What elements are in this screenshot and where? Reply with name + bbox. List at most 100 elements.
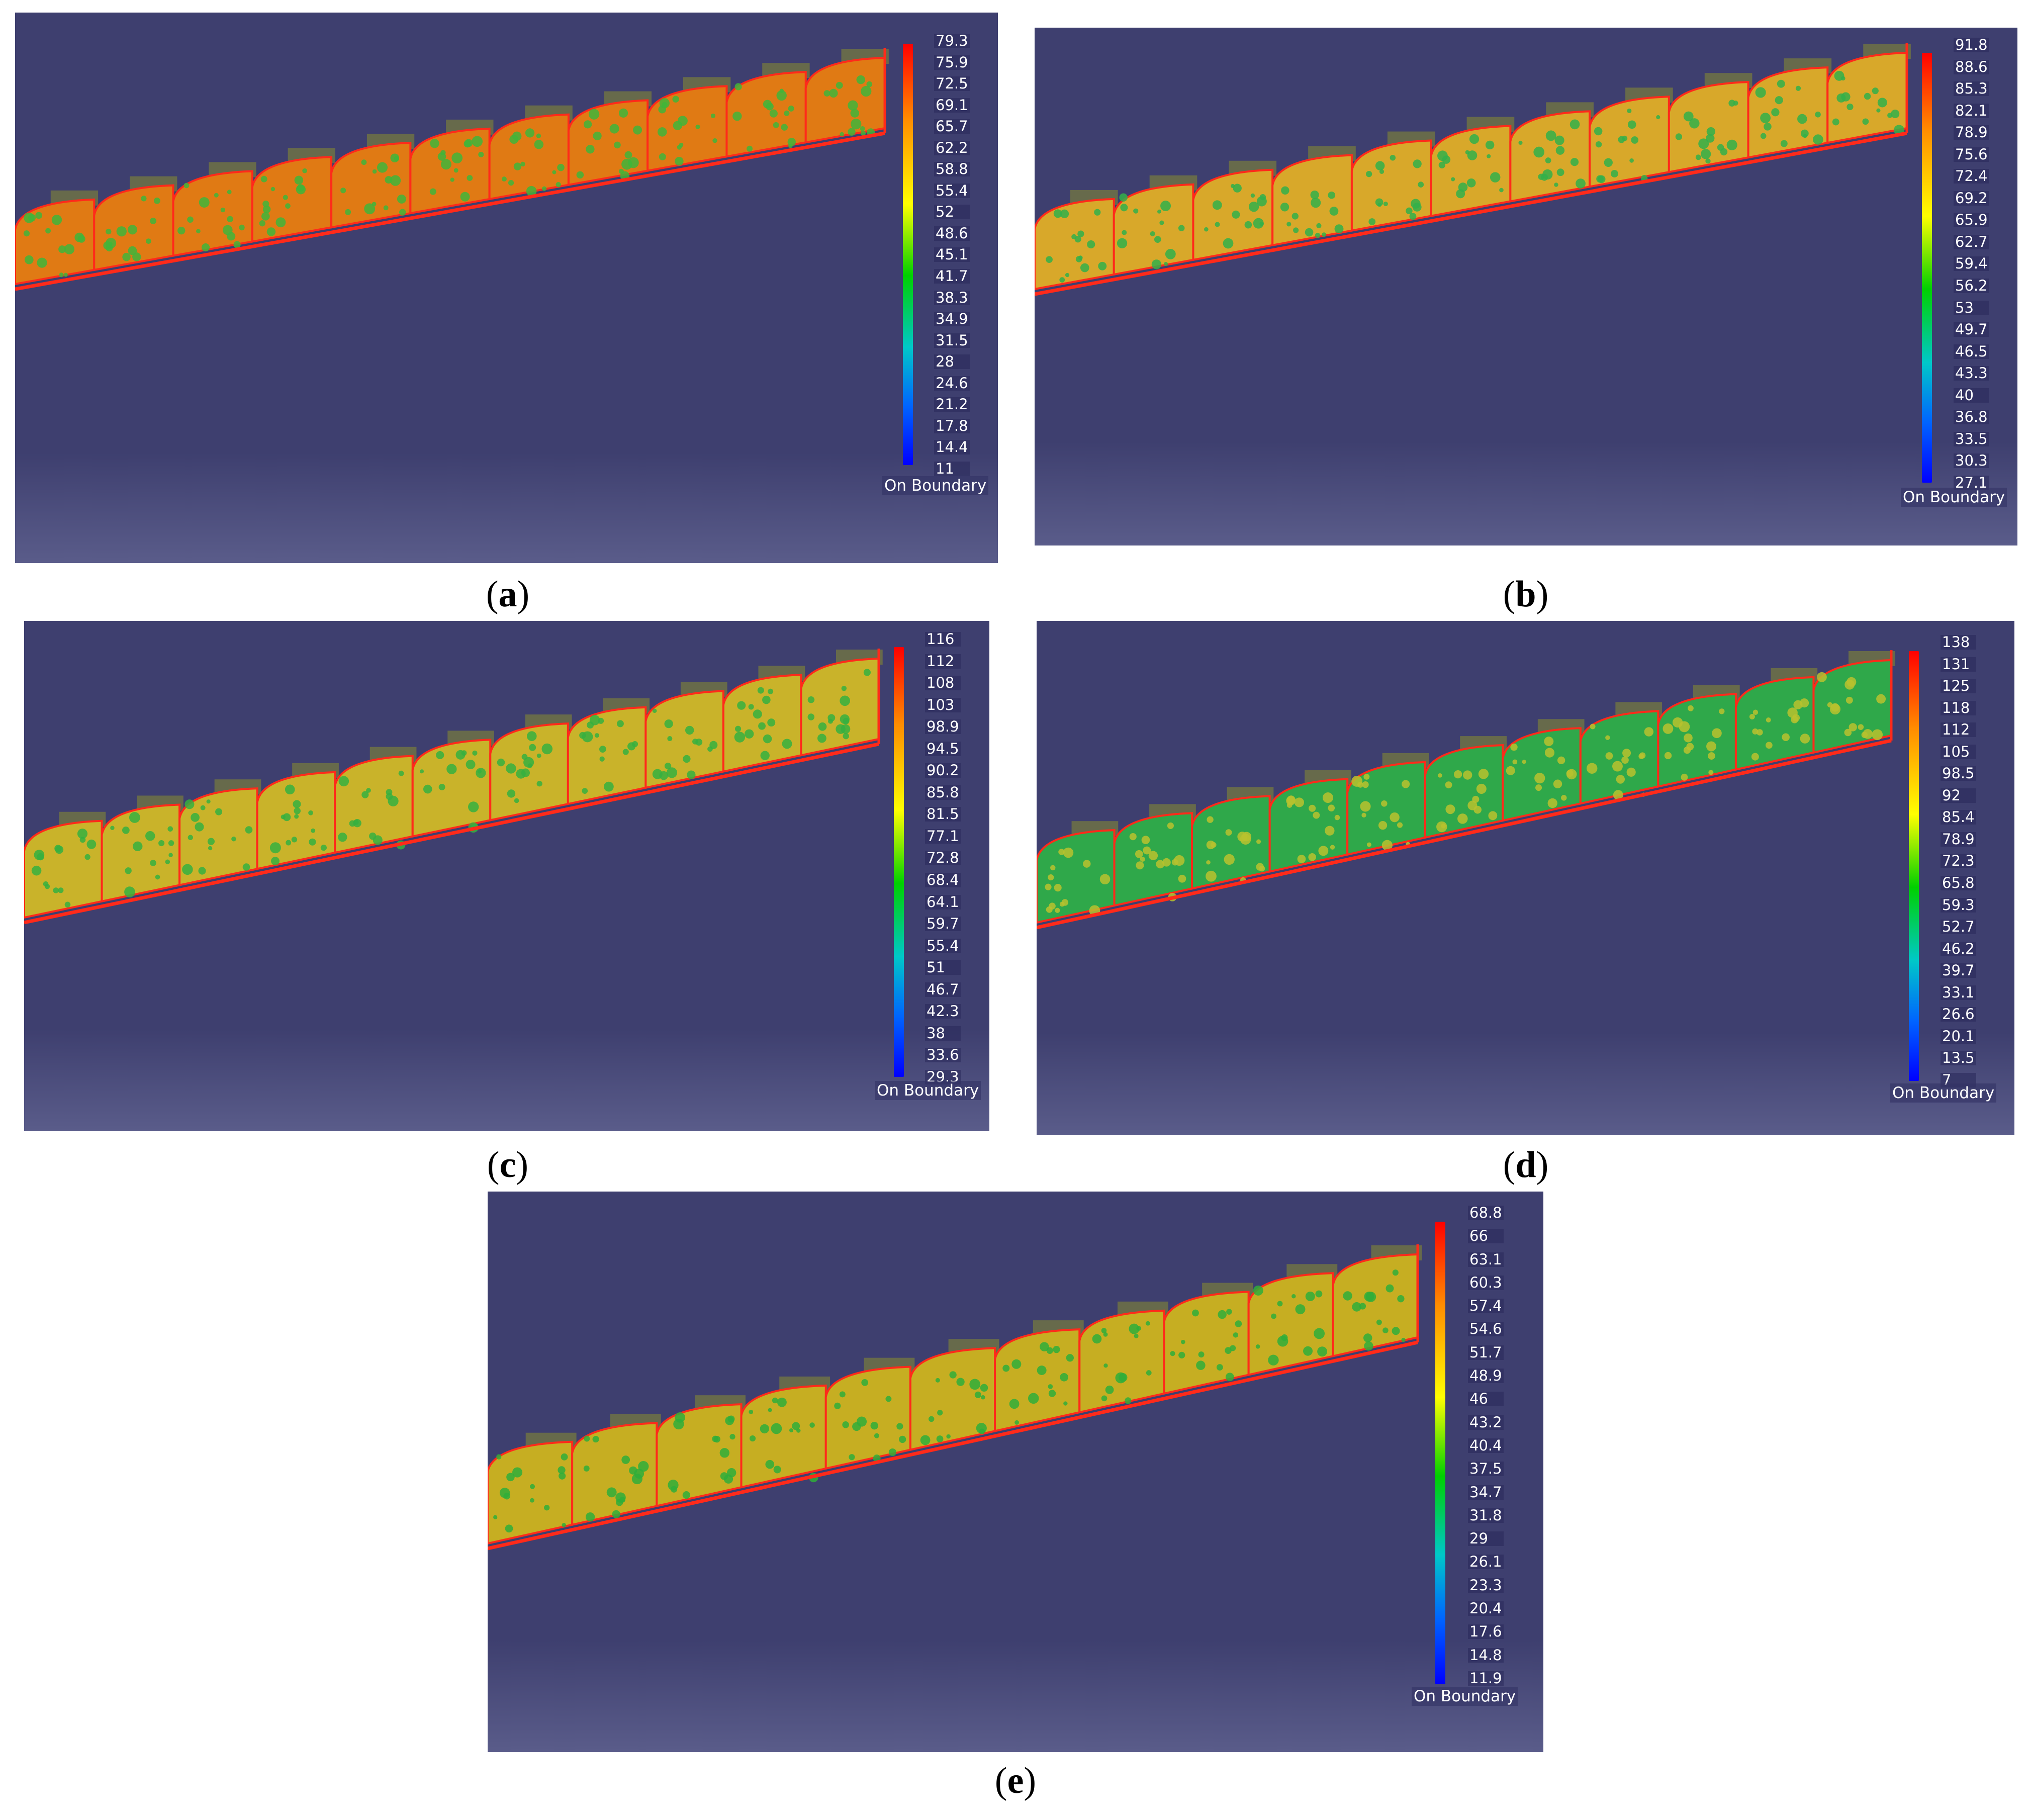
- contour-spot: [1705, 158, 1711, 164]
- panel-e-viewport[interactable]: 68.8 66 63.1 60.3 57.4 54.6 51.7 48.9 46 43.2 40.4…: [488, 1192, 1543, 1752]
- contour-spot: [1544, 748, 1555, 758]
- panel-e-color-scale-values: 68.8 66 63.1 60.3 57.4 54.6 51.7 48.9 46 43.2 40.4…: [1468, 1206, 1504, 1686]
- contour-spot: [286, 840, 292, 846]
- contour-spot: [259, 220, 265, 227]
- panel-c-label: (c): [487, 1144, 529, 1186]
- scale-value: 59.7: [925, 917, 961, 932]
- contour-spot: [1847, 677, 1857, 687]
- contour-spot: [340, 188, 346, 194]
- contour-spot: [55, 845, 64, 854]
- contour-spot: [599, 756, 605, 762]
- contour-spot: [707, 746, 713, 752]
- contour-spot: [956, 1378, 965, 1386]
- contour-spot: [1233, 1332, 1239, 1338]
- contour-spot: [1058, 849, 1065, 855]
- step-cell: [571, 1422, 658, 1526]
- contour-spot: [195, 822, 204, 832]
- contour-spot: [1286, 222, 1291, 227]
- contour-spot: [584, 1435, 590, 1442]
- contour-spot: [1813, 134, 1823, 145]
- scale-value: 20.1: [1941, 1029, 1976, 1044]
- contour-spot: [1098, 261, 1107, 270]
- scale-value: 24.6: [934, 376, 970, 391]
- contour-spot: [1334, 814, 1340, 821]
- scale-value: 88.6: [1954, 59, 1989, 74]
- contour-spot: [294, 807, 301, 814]
- contour-spot: [1157, 209, 1162, 214]
- step-cell: [1509, 110, 1591, 203]
- contour-spot: [1485, 140, 1495, 150]
- contour-spot: [856, 75, 865, 84]
- panel-b-viewport[interactable]: 91.8 88.6 85.3 82.1 78.9 75.6 72.4 69.2 65.9 62.7…: [1035, 28, 2017, 545]
- contour-spot: [1392, 1269, 1399, 1276]
- contour-spot: [1334, 224, 1344, 234]
- contour-spot: [1771, 108, 1780, 117]
- contour-spot: [283, 195, 288, 200]
- contour-spot: [732, 111, 742, 121]
- contour-spot: [1545, 130, 1556, 141]
- scale-value: 72.5: [934, 76, 970, 92]
- step-cell: [1035, 198, 1115, 291]
- contour-spot: [1437, 150, 1448, 161]
- contour-spot: [1101, 1328, 1107, 1333]
- scale-value: 60.3: [1468, 1275, 1504, 1290]
- scale-value: 63.1: [1468, 1252, 1504, 1267]
- panel-c-viewport[interactable]: 116 112 108 103 98.9 94.5 90.2 85.8 81.5 77.1 72.8…: [24, 621, 989, 1131]
- panel-b-label: (b): [1503, 574, 1549, 615]
- contour-spot: [587, 721, 594, 729]
- panel-d-viewport[interactable]: 138 131 125 118 112 105 98.5 92 85.4 78.9 72.3 65.8…: [1037, 621, 2014, 1135]
- panel-a-viewport[interactable]: 79.3 75.9 72.5 69.1 65.7 62.2 58.8 55.4 52 48.6 45…: [15, 13, 998, 563]
- contour-spot: [124, 886, 135, 897]
- scale-value: 112: [1941, 722, 1976, 738]
- contour-spot: [285, 784, 295, 795]
- contour-spot: [1268, 1354, 1279, 1366]
- contour-spot: [514, 798, 519, 803]
- contour-spot: [712, 138, 717, 143]
- contour-spot: [1224, 854, 1235, 865]
- contour-spot: [227, 216, 233, 223]
- contour-spot: [187, 216, 194, 223]
- scale-value: 41.7: [934, 269, 970, 284]
- contour-spot: [499, 1488, 510, 1498]
- contour-spot: [1438, 161, 1446, 168]
- panel-d-label: (d): [1503, 1144, 1549, 1186]
- scale-value: 33.1: [1941, 985, 1976, 1000]
- contour-spot: [860, 126, 865, 131]
- contour-spot: [1135, 850, 1143, 858]
- boundary-edge: [488, 1340, 1418, 1551]
- contour-spot: [1836, 93, 1846, 103]
- contour-spot: [536, 133, 541, 139]
- boundary-edge: [1037, 739, 1892, 930]
- contour-spot: [1071, 234, 1077, 240]
- contour-spot: [863, 669, 871, 676]
- contour-spot: [807, 696, 815, 703]
- contour-spot: [37, 257, 47, 268]
- panel-e-label: (e): [994, 1760, 1037, 1801]
- step-cell: [1668, 81, 1749, 173]
- contour-spot: [527, 763, 532, 768]
- contour-spot: [59, 272, 64, 278]
- contour-spot: [1048, 1384, 1053, 1389]
- contour-spot: [552, 170, 557, 174]
- contour-spot: [1280, 203, 1289, 212]
- step-cell: [1812, 659, 1892, 754]
- scale-value: 33.6: [925, 1048, 961, 1063]
- contour-spot: [836, 81, 843, 89]
- contour-spot: [1105, 1385, 1114, 1394]
- contour-spot: [1167, 822, 1174, 829]
- contour-spot: [129, 812, 140, 823]
- contour-spot: [606, 1487, 617, 1498]
- scale-value: 23.3: [1468, 1578, 1504, 1593]
- contour-spot: [122, 252, 131, 261]
- contour-spot: [1397, 822, 1403, 828]
- contour-spot: [768, 688, 774, 694]
- contour-spot: [631, 1474, 642, 1485]
- contour-spot: [1181, 1339, 1185, 1344]
- contour-spot: [465, 139, 473, 147]
- contour-spot: [599, 746, 606, 753]
- contour-spot: [438, 783, 445, 790]
- contour-spot: [1083, 860, 1091, 868]
- contour-spot: [1862, 118, 1869, 125]
- contour-spot: [1099, 874, 1111, 885]
- contour-spot: [586, 145, 595, 154]
